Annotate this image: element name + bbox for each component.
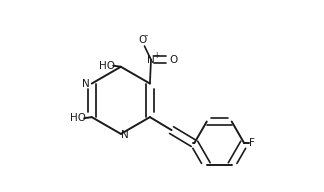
Text: N: N xyxy=(82,79,89,89)
Text: N: N xyxy=(147,55,155,65)
Text: -: - xyxy=(144,31,147,40)
Text: O: O xyxy=(138,35,146,45)
Text: N: N xyxy=(121,130,129,140)
Text: HO: HO xyxy=(99,61,115,71)
Text: F: F xyxy=(249,138,255,148)
Text: HO: HO xyxy=(70,113,86,123)
Text: +: + xyxy=(153,51,160,60)
Text: O: O xyxy=(169,55,178,65)
